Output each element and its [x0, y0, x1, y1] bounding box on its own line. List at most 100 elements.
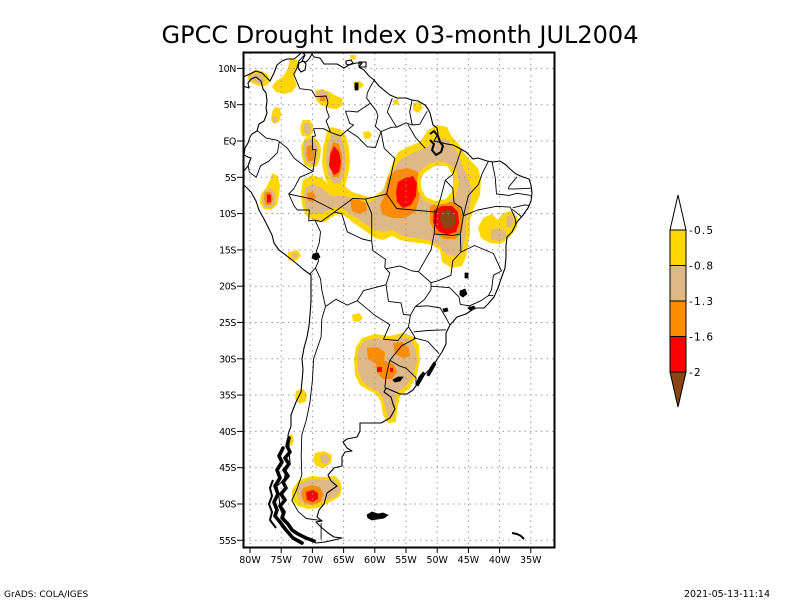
political-border: [433, 212, 437, 234]
chile-archipelago-islands: [268, 479, 277, 529]
political-border: [288, 171, 315, 222]
y-axis-labels: 10N 5N EQ 5S 10S 15S 20S 25S 30S 35S 40S 45S 50S 55S: [218, 64, 237, 547]
political-border: [385, 284, 411, 327]
political-border: [347, 129, 382, 148]
colorbar-box-tan: [669, 265, 687, 302]
map-grid: [244, 53, 554, 547]
political-border: [330, 102, 371, 137]
lagoa-mirim: [415, 371, 426, 387]
guri-reservoir: [354, 82, 359, 91]
x-tick-label: 55W: [395, 555, 417, 566]
political-border: [462, 161, 489, 216]
political-border: [434, 233, 461, 236]
colorbar-label: -1.3: [689, 296, 714, 308]
political-border: [418, 271, 432, 290]
political-border: [409, 99, 413, 126]
political-border: [413, 329, 446, 333]
political-border: [469, 305, 472, 311]
drought-patch-amazonas-small: [363, 131, 372, 139]
political-border: [413, 337, 440, 355]
political-border: [293, 54, 331, 133]
political-border: [491, 162, 497, 195]
political-border: [418, 233, 435, 272]
political-border: [460, 245, 502, 272]
political-border: [508, 187, 531, 190]
colorbar-label: -1.6: [689, 332, 714, 344]
drought-patch-chile-a: [295, 389, 307, 404]
y-tick-label: 25S: [219, 318, 236, 329]
y-tick-label: 20S: [219, 282, 236, 293]
drought-patch-la-plata-red-a: [377, 367, 382, 372]
drought-patch-col-ven-orange: [320, 96, 325, 101]
map-panel: 80W 75W 70W 65W 60W 55W 50W 45W 40W 35W 10N 5N EQ 5S…: [218, 51, 556, 566]
map-outlines: [244, 53, 533, 545]
amazon-delta: [429, 130, 444, 156]
political-border: [507, 176, 518, 190]
drought-patch-la-plata-orange-c: [376, 361, 397, 379]
drought-patch-guyana-small: [393, 99, 399, 105]
y-tick-label: 45S: [219, 463, 236, 474]
chile-archipelago-inner: [272, 446, 304, 545]
drought-patch-tocantins-brown: [440, 209, 456, 229]
lake-maracaibo: [297, 60, 307, 73]
x-tick-label: 45W: [458, 555, 480, 566]
x-tick-label: 80W: [239, 555, 261, 566]
unshaded-area: [421, 166, 453, 201]
drought-patch-guiana-small: [413, 102, 423, 113]
rincon-del-bonete-reservoir: [392, 376, 404, 383]
drought-shading: [248, 55, 517, 509]
lake-titicaca: [311, 252, 321, 261]
x-axis-labels: 80W 75W 70W 65W 60W 55W 50W 45W 40W 35W: [239, 555, 542, 566]
y-tick-label: 10N: [218, 64, 236, 75]
y-tick-label: 5S: [225, 173, 237, 184]
political-border: [384, 360, 391, 388]
political-border: [356, 284, 387, 301]
margarita-island: [345, 59, 354, 66]
lagoa-dos-patos: [426, 361, 437, 377]
y-tick-label: 15S: [219, 245, 236, 256]
political-border: [389, 359, 417, 386]
chile-archipelago-outer: [278, 436, 316, 543]
figure-title: GPCC Drought Index 03-month JUL2004: [162, 21, 639, 49]
x-tick-label: 40W: [489, 555, 511, 566]
political-border: [314, 219, 321, 269]
political-border: [496, 192, 531, 196]
colorbar-box-yellow: [669, 229, 687, 266]
political-border: [469, 270, 502, 307]
reservoir-d: [467, 305, 476, 311]
drought-patch-rondonia-orange: [350, 199, 367, 214]
x-tick-label: 65W: [333, 555, 355, 566]
political-border: [315, 267, 326, 307]
drought-patch-western-amazon-red: [329, 146, 341, 175]
drought-patch-la-plata-orange-a: [367, 347, 385, 364]
colorbar-label: -0.5: [689, 225, 714, 237]
drought-patch-paraguay-small: [352, 313, 363, 322]
drought-patch-caribbean-small: [350, 55, 356, 60]
x-tick-label: 35W: [520, 555, 542, 566]
colorbar-legend: -0.5 -0.8 -1.3 -1.6 -2: [669, 194, 714, 408]
map-frame: [242, 51, 556, 549]
political-border: [314, 211, 391, 285]
drought-patch-central-colombia-core: [272, 116, 277, 123]
political-border: [325, 298, 358, 307]
political-border: [463, 205, 517, 225]
political-border: [277, 139, 314, 172]
political-border: [512, 204, 530, 209]
reservoir-b: [459, 288, 468, 298]
reservoir-a: [464, 272, 469, 279]
political-border: [412, 110, 428, 126]
political-border: [386, 98, 397, 128]
reservoir-c: [442, 307, 449, 313]
axis-ticks: [237, 67, 532, 553]
colorbar-label: -0.8: [689, 261, 714, 273]
footer-software-credit: GrADS: COLA/IGES: [4, 590, 88, 600]
political-border: [511, 208, 523, 218]
colorbar-box-orange: [669, 300, 687, 337]
y-tick-label: 55S: [219, 536, 236, 547]
trinidad-island: [358, 61, 367, 68]
colorbar-box-red: [669, 336, 687, 373]
political-border: [364, 198, 373, 242]
political-border: [396, 122, 413, 128]
political-border: [370, 102, 397, 133]
